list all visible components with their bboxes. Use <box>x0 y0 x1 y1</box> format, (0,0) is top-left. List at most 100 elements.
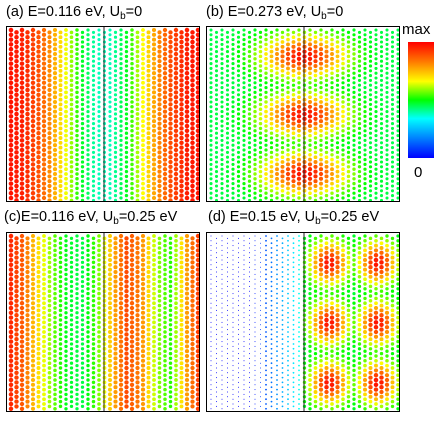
lattice-site <box>157 246 162 250</box>
panel-c-plot <box>6 232 200 412</box>
lattice-site <box>184 291 190 296</box>
lattice-site <box>285 114 291 119</box>
lattice-site <box>162 71 168 76</box>
lattice-site <box>19 109 25 114</box>
lattice-site <box>14 183 19 189</box>
lattice-site <box>379 351 384 356</box>
lattice-site <box>64 56 68 61</box>
lattice-site <box>292 304 295 307</box>
lattice-site <box>97 138 101 142</box>
lattice-site <box>225 150 230 154</box>
lattice-site <box>80 255 85 260</box>
lattice-site <box>195 353 199 359</box>
lattice-site <box>124 184 129 188</box>
lattice-site <box>216 319 217 321</box>
lattice-site <box>8 109 14 114</box>
lattice-site <box>270 333 273 336</box>
lattice-site <box>253 57 257 61</box>
lattice-site <box>135 179 140 184</box>
lattice-site <box>341 148 345 152</box>
lattice-site <box>30 171 36 177</box>
lattice-site <box>135 255 140 260</box>
lattice-site <box>275 61 279 66</box>
lattice-site <box>174 248 178 253</box>
lattice-site <box>390 69 395 73</box>
lattice-site <box>64 191 68 196</box>
lattice-site <box>157 126 162 131</box>
lattice-site <box>195 349 199 354</box>
lattice-site <box>231 138 235 142</box>
panel-b-bias-prefix: U <box>310 4 322 20</box>
lattice-site <box>52 51 58 57</box>
lattice-site <box>58 136 63 140</box>
lattice-site <box>30 315 36 320</box>
lattice-site <box>379 366 384 370</box>
lattice-site <box>385 66 389 70</box>
lattice-site <box>195 176 199 182</box>
lattice-site <box>163 383 167 387</box>
lattice-site <box>64 32 68 37</box>
lattice-site <box>260 353 261 355</box>
lattice-site <box>220 172 224 176</box>
lattice-site <box>238 276 239 278</box>
lattice-site <box>75 76 79 80</box>
lattice-site <box>374 238 378 243</box>
lattice-site <box>152 258 156 262</box>
lattice-site <box>324 30 329 35</box>
lattice-site <box>91 371 96 375</box>
lattice-site <box>64 47 68 52</box>
lattice-site <box>135 184 140 188</box>
lattice-site <box>108 334 112 339</box>
lattice-site <box>135 193 140 198</box>
lattice-site <box>42 296 46 301</box>
lattice-site <box>209 119 213 123</box>
lattice-site <box>190 30 195 35</box>
lattice-site <box>80 318 85 322</box>
lattice-site <box>173 90 179 95</box>
lattice-site <box>52 171 58 177</box>
lattice-site <box>275 162 279 167</box>
lattice-site <box>113 303 118 308</box>
lattice-site <box>157 371 162 375</box>
lattice-site <box>297 90 301 95</box>
lattice-site <box>157 97 162 102</box>
lattice-site <box>363 90 367 94</box>
lattice-site <box>86 148 90 152</box>
lattice-site <box>146 404 151 409</box>
lattice-site <box>108 196 112 200</box>
lattice-site <box>25 82 30 88</box>
lattice-site <box>42 272 46 277</box>
lattice-site <box>97 407 101 411</box>
lattice-site <box>41 133 47 138</box>
lattice-site <box>374 158 378 162</box>
lattice-site <box>216 362 217 364</box>
lattice-site <box>292 309 295 312</box>
lattice-site <box>253 133 257 138</box>
lattice-site <box>135 44 140 49</box>
lattice-site <box>58 265 63 269</box>
lattice-site <box>265 283 267 285</box>
lattice-site <box>225 189 230 193</box>
lattice-site <box>225 141 230 145</box>
lattice-site <box>242 138 246 142</box>
lattice-site <box>352 277 356 281</box>
lattice-site <box>329 320 335 325</box>
lattice-site <box>14 97 19 102</box>
lattice-site <box>341 114 345 119</box>
lattice-site <box>220 182 224 186</box>
lattice-site <box>168 380 173 385</box>
lattice-site <box>64 42 68 47</box>
lattice-site <box>335 327 340 332</box>
lattice-site <box>179 370 184 375</box>
lattice-site <box>19 382 25 387</box>
lattice-site <box>258 121 263 126</box>
lattice-site <box>242 167 246 171</box>
lattice-site <box>352 134 356 138</box>
lattice-site <box>209 76 213 80</box>
lattice-site <box>124 174 129 179</box>
lattice-site <box>390 45 395 49</box>
lattice-site <box>232 345 234 347</box>
lattice-site <box>319 148 323 152</box>
lattice-site <box>363 81 367 85</box>
lattice-site <box>130 196 134 200</box>
